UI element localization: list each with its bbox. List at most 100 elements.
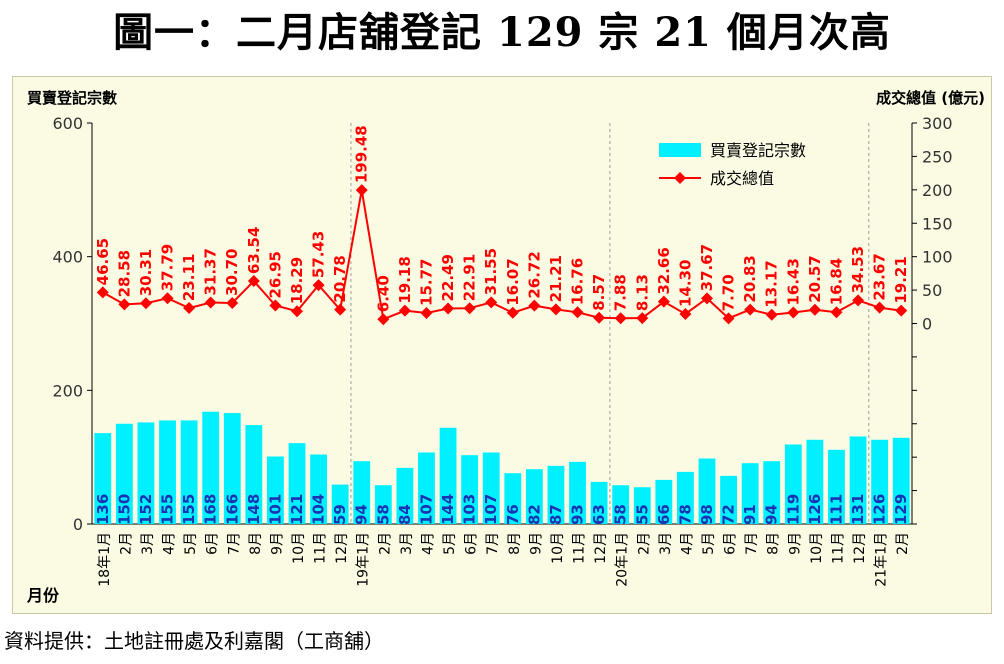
bar [331,484,349,524]
bar [655,479,673,524]
x-tick-label: 3月 [658,532,674,555]
legend: 買賣登記宗數 成交總值 [659,141,806,188]
line-point [852,294,865,307]
x-tick-label: 11月 [313,532,329,564]
line-point [657,295,670,308]
y2-tick-label: 0 [922,315,932,334]
bar [374,485,392,524]
line-value-label: 199.48 [353,125,371,183]
bar [871,439,889,524]
x-tick-label: 4月 [162,532,178,555]
y2-tick-label: 150 [922,214,953,233]
bar-value-label: 55 [633,504,651,525]
bar-value-label: 66 [655,504,673,525]
line-value-label: 22.49 [439,254,457,301]
x-tick-label: 11月 [572,532,588,564]
bar [741,463,759,524]
line-value-label: 19.18 [396,256,414,303]
bar-value-label: 126 [806,494,824,525]
y-tick-label: 600 [52,114,83,133]
line-point [161,292,174,305]
line-value-label: 30.31 [137,249,155,296]
x-tick-label: 5月 [442,532,458,555]
line-value-label: 6.40 [374,275,392,312]
bar [784,444,802,524]
line-point [204,296,217,309]
line-value-label: 14.30 [676,259,694,306]
bar-value-label: 59 [331,504,349,525]
x-tick-label: 7月 [744,532,760,555]
bar [482,452,500,524]
line-point [355,184,368,197]
line-value-label: 32.66 [655,247,673,294]
x-tick-label: 9月 [269,532,285,555]
bar [223,413,241,524]
bar-value-label: 131 [849,494,867,525]
line-point [744,303,757,316]
line-point [291,305,303,318]
bar-value-label: 126 [871,494,889,525]
line-point [787,306,800,319]
line-point [722,312,735,325]
bar-value-label: 72 [720,504,738,525]
bar [547,465,565,524]
y-tick-label: 200 [52,381,83,400]
bar-value-label: 103 [461,494,479,525]
line-value-label: 37.67 [698,244,716,291]
x-tick-label: 10月 [550,532,566,564]
line-point [485,296,498,309]
y2-tick-label: 100 [922,248,953,267]
bar [396,467,414,524]
bar [137,422,155,524]
x-tick-label: 2月 [636,532,652,555]
bar-value-label: 107 [482,494,500,525]
line-value-label: 30.70 [223,249,241,296]
x-tick-label: 6月 [723,532,739,555]
bar-value-label: 148 [245,494,263,525]
bar [461,455,479,524]
x-tick-label: 8月 [766,532,782,555]
bar [698,458,716,524]
line-value-label: 15.77 [417,259,435,306]
bar-value-label: 94 [353,504,371,525]
bar [245,425,263,524]
line-point [614,312,627,325]
line-point [442,302,455,315]
bar-value-label: 121 [288,494,306,525]
x-tick-label: 6月 [464,532,480,555]
bar-value-label: 155 [159,494,177,525]
bar [159,420,176,524]
line-point [830,306,843,319]
bar [94,433,112,524]
bar-value-label: 78 [676,504,694,525]
line-value-label: 8.13 [633,274,651,311]
chart-frame: 0 200 400 600 0 50 100 150 200 250 300 136 150 152 15… [12,76,992,614]
x-tick-label: 6月 [205,532,221,555]
line-value-label: 8.57 [590,274,608,311]
line-value-label: 7.70 [720,274,738,311]
bar-value-label: 166 [223,494,241,525]
bar-value-label: 58 [612,504,630,525]
bar [763,461,781,524]
line-point [808,303,821,316]
legend-bar-swatch [659,143,701,157]
line-point [765,308,778,321]
line-point [701,292,713,305]
line-value-label: 20.83 [741,255,759,302]
x-tick-label: 5月 [701,532,717,555]
bar [525,469,543,524]
line-value-label: 16.76 [569,258,587,305]
line-point [420,306,433,319]
bar [828,449,845,524]
bar-value-label: 152 [137,494,155,525]
x-tick-label: 8月 [507,532,523,555]
bar [806,439,824,524]
x-tick-label: 4月 [679,532,695,555]
bar-value-label: 104 [310,494,328,525]
x-tick-label: 19年1月 [356,532,372,587]
line-point [549,303,562,316]
x-tick-label: 5月 [183,532,199,555]
legend-line-marker [674,172,686,184]
bar-value-label: 136 [94,494,112,525]
